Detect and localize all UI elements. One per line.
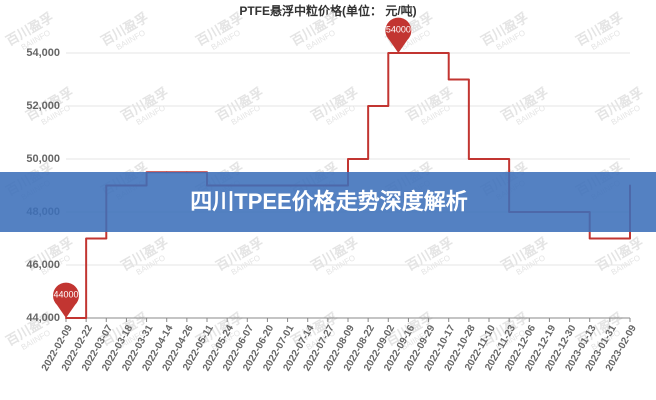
mark-pin	[385, 17, 412, 53]
banner-band	[0, 172, 656, 232]
chart-title: PTFE悬浮中粒价格(单位： 元/吨)	[239, 3, 416, 18]
y-tick-label: 44,000	[26, 312, 60, 324]
y-tick-label: 46,000	[26, 259, 60, 271]
y-tick-label: 50,000	[26, 153, 60, 165]
y-tick-label: 52,000	[26, 100, 60, 112]
mark-label: 44000	[53, 289, 78, 299]
mark-label: 54000	[386, 24, 411, 34]
y-tick-label: 54,000	[26, 47, 60, 59]
banner-title: 四川TPEE价格走势深度解析	[190, 189, 467, 214]
mark-pin	[53, 282, 79, 318]
